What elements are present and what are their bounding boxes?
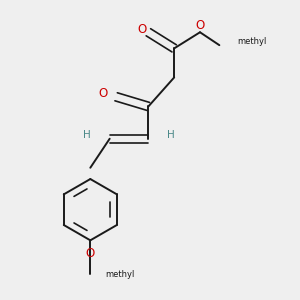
Text: O: O <box>99 87 108 100</box>
Text: H: H <box>83 130 91 140</box>
Text: H: H <box>167 130 175 140</box>
Text: O: O <box>86 247 95 260</box>
Text: methyl: methyl <box>237 38 266 46</box>
Text: methyl: methyl <box>105 270 134 279</box>
Text: O: O <box>195 19 205 32</box>
Text: O: O <box>137 22 147 35</box>
